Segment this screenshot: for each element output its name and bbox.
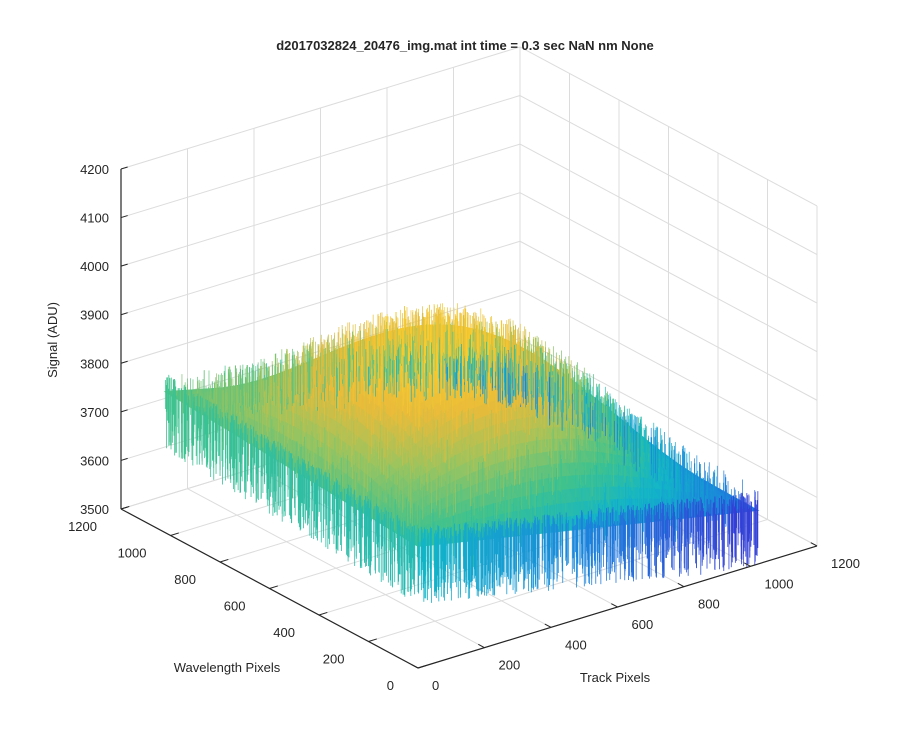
grid-line [519,289,818,450]
grid-line [519,192,818,353]
grid-line [120,46,521,170]
grid-line [519,95,818,255]
grid-line [519,143,818,304]
grid-line [519,337,818,498]
grid-line [519,240,818,401]
grid-line [120,95,521,219]
surface [163,303,760,603]
grid-line [120,192,521,316]
grid-line [519,46,818,207]
grid-line [120,143,521,267]
grid-line [120,240,521,364]
